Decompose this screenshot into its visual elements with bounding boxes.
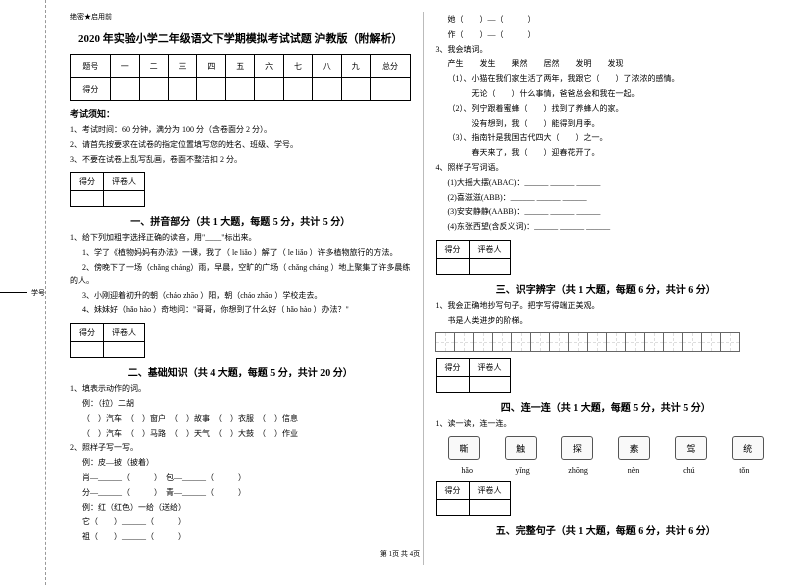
page-footer: 第 1页 共 4页 — [0, 549, 800, 559]
binding-sidebar: 学号 答 姓名 要 班级 不 学校 内 线 乡镇(街道) 封 — [0, 0, 46, 585]
mark-table-3: 得分评卷人 — [436, 240, 511, 275]
score-table: 题号 一 二 三 四 五 六 七 八 九 总分 得分 — [70, 54, 411, 101]
pinyin-row: hǎo yǐng zhōng nèn chú tǒn — [440, 466, 773, 475]
section-1-title: 一、拼音部分（共 1 大题，每题 5 分，共计 5 分） — [70, 213, 411, 228]
notice-1: 1、考试时间：60 分钟，满分为 100 分（含卷面分 2 分）。 — [70, 124, 411, 137]
sec1-q: 1、给下列加粗字选择正确的读音，用"____"标出来。 — [70, 232, 411, 245]
section-2-title: 二、基础知识（共 4 大题，每题 5 分，共计 20 分） — [70, 364, 411, 379]
mark-table-2: 得分评卷人 — [70, 323, 145, 358]
character-grid — [436, 332, 777, 352]
section-3-title: 三、识字辨字（共 1 大题，每题 6 分，共计 6 分） — [436, 281, 777, 296]
sidebar-field-xuehao: 学号 答 — [0, 285, 45, 300]
mark-table-4: 得分评卷人 — [436, 358, 511, 393]
left-column: 绝密★启用前 2020 年实验小学二年级语文下学期模拟考试试题 沪教版（附解析）… — [58, 12, 423, 565]
mark-table-5: 得分评卷人 — [436, 481, 511, 516]
mark-table-1: 得分评卷人 — [70, 172, 145, 207]
right-column: 她（ ）—（ ） 作（ ）—（ ） 3、我会填词。 产生 发生 果然 居然 发明… — [424, 12, 789, 565]
section-4-title: 四、连一连（共 1 大题，每题 5 分，共计 5 分） — [436, 399, 777, 414]
section-5-title: 五、完整句子（共 1 大题，每题 6 分，共计 6 分） — [436, 522, 777, 537]
notice-2: 2、请首先按要求在试卷的指定位置填写您的姓名、班级、学号。 — [70, 139, 411, 152]
exam-title: 2020 年实验小学二年级语文下学期模拟考试试题 沪教版（附解析） — [70, 30, 411, 46]
notice-title: 考试须知： — [70, 107, 411, 120]
notice-3: 3、不要在试卷上乱写乱画，卷面不整洁扣 2 分。 — [70, 154, 411, 167]
main-content: 绝密★启用前 2020 年实验小学二年级语文下学期模拟考试试题 沪教版（附解析）… — [46, 0, 800, 565]
char-row: 嘶 触 探 素 驾 统 — [436, 436, 777, 460]
secrecy-label: 绝密★启用前 — [70, 12, 411, 22]
